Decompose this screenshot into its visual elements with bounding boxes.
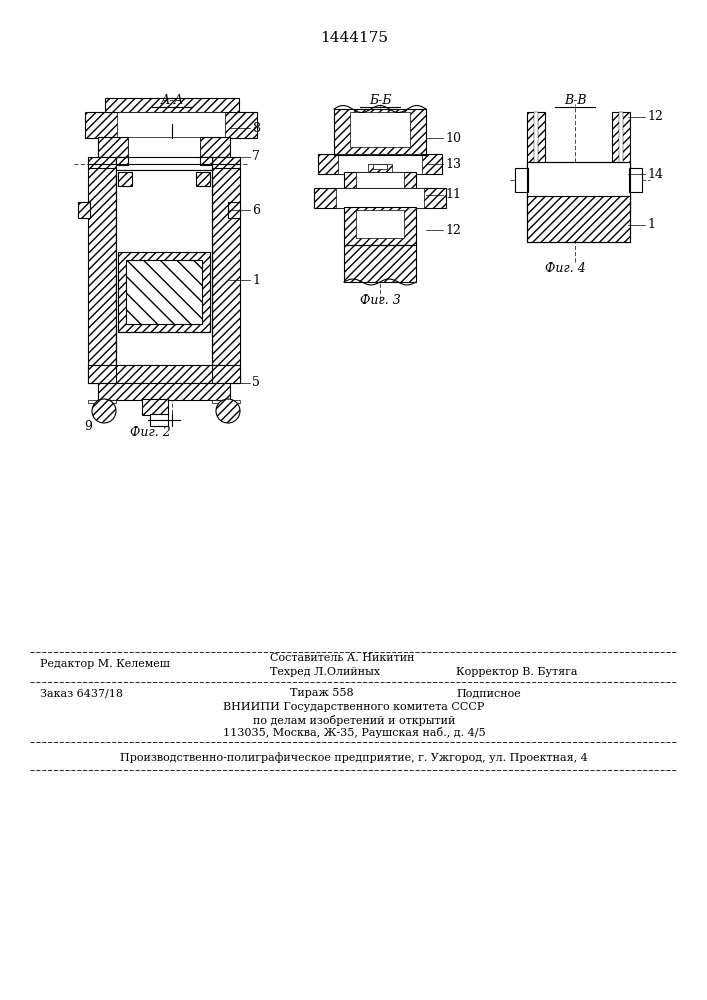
Text: ВНИИПИ Государственного комитета СССР: ВНИИПИ Государственного комитета СССР [223, 702, 485, 712]
Bar [98, 383, 230, 400]
Bar [117, 112, 225, 138]
Bar [629, 168, 642, 192]
Bar [336, 188, 424, 208]
Bar [212, 157, 240, 170]
Bar [372, 209, 388, 216]
Text: 11: 11 [445, 188, 461, 202]
Text: Фиг. 2: Фиг. 2 [130, 426, 171, 440]
Bar [612, 112, 630, 212]
Bar [212, 168, 240, 383]
Text: 1: 1 [252, 273, 260, 286]
Bar [527, 196, 630, 242]
Bar [344, 172, 416, 190]
Text: Б-Б: Б-Б [369, 94, 391, 106]
Bar [126, 260, 202, 324]
Text: Фиг. 4: Фиг. 4 [545, 261, 586, 274]
Text: 14: 14 [647, 167, 663, 180]
Bar [200, 137, 230, 157]
Bar [116, 170, 212, 383]
Text: 12: 12 [445, 224, 461, 236]
Text: Производственно-полиграфическое предприятие, г. Ужгород, ул. Проектная, 4: Производственно-полиграфическое предприя… [120, 753, 588, 763]
Bar [88, 400, 116, 403]
Bar [314, 188, 446, 208]
Bar [116, 157, 128, 165]
Bar [88, 168, 116, 383]
Bar [150, 414, 168, 426]
Bar [78, 202, 90, 218]
Text: 1444175: 1444175 [320, 31, 388, 45]
Text: 9: 9 [84, 420, 92, 434]
Text: Подписное: Подписное [456, 688, 521, 698]
Bar [356, 172, 404, 190]
Text: 5: 5 [252, 376, 260, 389]
Bar [212, 400, 240, 403]
Text: 12: 12 [647, 110, 663, 123]
Text: 10: 10 [445, 131, 461, 144]
Bar [373, 164, 387, 169]
Text: 7: 7 [252, 150, 260, 163]
Circle shape [216, 399, 240, 423]
Text: по делам изобретений и открытий: по делам изобретений и открытий [253, 714, 455, 726]
Bar [527, 162, 630, 242]
Bar [350, 112, 410, 147]
Bar [368, 164, 392, 174]
Text: Техред Л.Олийных: Техред Л.Олийных [270, 667, 380, 677]
Bar [318, 154, 442, 174]
Bar [116, 157, 212, 170]
Bar [200, 157, 212, 165]
Bar [344, 245, 416, 282]
Bar [366, 207, 394, 221]
Bar [527, 112, 545, 212]
Text: А-А: А-А [160, 94, 184, 106]
Bar [88, 157, 116, 170]
Bar [338, 154, 422, 174]
Bar [118, 252, 210, 332]
Bar [88, 365, 240, 383]
Circle shape [92, 399, 116, 423]
Bar [105, 98, 239, 112]
Bar [515, 168, 528, 192]
Bar [142, 399, 168, 415]
Text: В-В: В-В [563, 94, 586, 106]
Bar [98, 137, 128, 157]
Bar [85, 112, 257, 138]
Bar [344, 207, 416, 246]
Text: 8: 8 [252, 121, 260, 134]
Text: Заказ 6437/18: Заказ 6437/18 [40, 688, 123, 698]
Text: 6: 6 [252, 204, 260, 217]
Bar [118, 172, 132, 186]
Text: Составитель А. Никитин: Составитель А. Никитин [270, 653, 414, 663]
Bar [128, 137, 200, 157]
Bar [334, 109, 426, 155]
Bar [527, 162, 630, 198]
Bar [356, 210, 404, 238]
Bar [619, 112, 623, 212]
Bar [534, 112, 538, 212]
Text: Тираж 558: Тираж 558 [290, 688, 354, 698]
Text: Корректор В. Бутяга: Корректор В. Бутяга [456, 667, 578, 677]
Bar [196, 172, 210, 186]
Bar [228, 202, 240, 218]
Text: Редактор М. Келемеш: Редактор М. Келемеш [40, 659, 170, 669]
Text: Фиг. 3: Фиг. 3 [360, 294, 401, 306]
Text: 1: 1 [647, 219, 655, 232]
Text: 13: 13 [445, 157, 461, 170]
Text: 113035, Москва, Ж-35, Раушская наб., д. 4/5: 113035, Москва, Ж-35, Раушская наб., д. … [223, 728, 485, 738]
